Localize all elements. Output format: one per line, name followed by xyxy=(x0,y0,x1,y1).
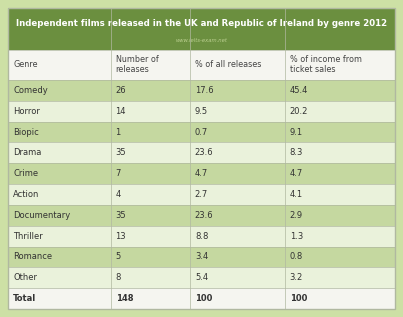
Bar xyxy=(8,122,395,142)
Text: Romance: Romance xyxy=(13,252,52,262)
Text: % of income from
ticket sales: % of income from ticket sales xyxy=(290,55,362,74)
Bar xyxy=(8,226,395,247)
Text: 5: 5 xyxy=(116,252,121,262)
Text: 1.3: 1.3 xyxy=(290,232,303,241)
Text: 13: 13 xyxy=(116,232,126,241)
Text: Independent films released in the UK and Republic of Ireland by genre 2012: Independent films released in the UK and… xyxy=(16,19,387,29)
Text: 0.7: 0.7 xyxy=(195,127,208,137)
Bar xyxy=(8,267,395,288)
Text: 100: 100 xyxy=(195,294,212,303)
Text: Comedy: Comedy xyxy=(13,86,48,95)
Text: www.ielts-exam.net: www.ielts-exam.net xyxy=(176,38,227,43)
Text: 100: 100 xyxy=(290,294,307,303)
Text: Horror: Horror xyxy=(13,107,40,116)
Text: Number of
releases: Number of releases xyxy=(116,55,158,74)
Bar xyxy=(8,50,395,80)
Text: 5.4: 5.4 xyxy=(195,273,208,282)
Text: 8.3: 8.3 xyxy=(290,148,303,157)
Text: Total: Total xyxy=(13,294,36,303)
Text: 20.2: 20.2 xyxy=(290,107,308,116)
Bar xyxy=(8,288,395,309)
Text: Thriller: Thriller xyxy=(13,232,43,241)
Bar xyxy=(8,163,395,184)
Text: 45.4: 45.4 xyxy=(290,86,308,95)
Text: % of all releases: % of all releases xyxy=(195,60,261,69)
Text: Crime: Crime xyxy=(13,169,38,178)
Text: 9.5: 9.5 xyxy=(195,107,208,116)
Text: Documentary: Documentary xyxy=(13,211,70,220)
Bar xyxy=(8,247,395,267)
Text: 26: 26 xyxy=(116,86,126,95)
Bar xyxy=(8,205,395,226)
Text: 3.4: 3.4 xyxy=(195,252,208,262)
Bar xyxy=(8,142,395,163)
Text: Biopic: Biopic xyxy=(13,127,39,137)
Text: 148: 148 xyxy=(116,294,133,303)
Text: 9.1: 9.1 xyxy=(290,127,303,137)
Bar xyxy=(8,80,395,101)
Text: 7: 7 xyxy=(116,169,121,178)
Text: 35: 35 xyxy=(116,211,126,220)
Text: 23.6: 23.6 xyxy=(195,148,214,157)
Text: 14: 14 xyxy=(116,107,126,116)
Text: 35: 35 xyxy=(116,148,126,157)
Bar xyxy=(8,8,395,50)
Text: 8.8: 8.8 xyxy=(195,232,208,241)
Text: 1: 1 xyxy=(116,127,121,137)
Text: 0.8: 0.8 xyxy=(290,252,303,262)
Text: 4.7: 4.7 xyxy=(195,169,208,178)
Text: 4.7: 4.7 xyxy=(290,169,303,178)
Text: 17.6: 17.6 xyxy=(195,86,214,95)
Text: Other: Other xyxy=(13,273,37,282)
Text: 3.2: 3.2 xyxy=(290,273,303,282)
Bar xyxy=(8,184,395,205)
Text: 23.6: 23.6 xyxy=(195,211,214,220)
Text: Action: Action xyxy=(13,190,39,199)
Text: 4: 4 xyxy=(116,190,121,199)
Text: Drama: Drama xyxy=(13,148,42,157)
Bar xyxy=(8,101,395,122)
Text: Genre: Genre xyxy=(13,60,37,69)
Text: 2.7: 2.7 xyxy=(195,190,208,199)
Text: 2.9: 2.9 xyxy=(290,211,303,220)
Text: 8: 8 xyxy=(116,273,121,282)
Text: 4.1: 4.1 xyxy=(290,190,303,199)
